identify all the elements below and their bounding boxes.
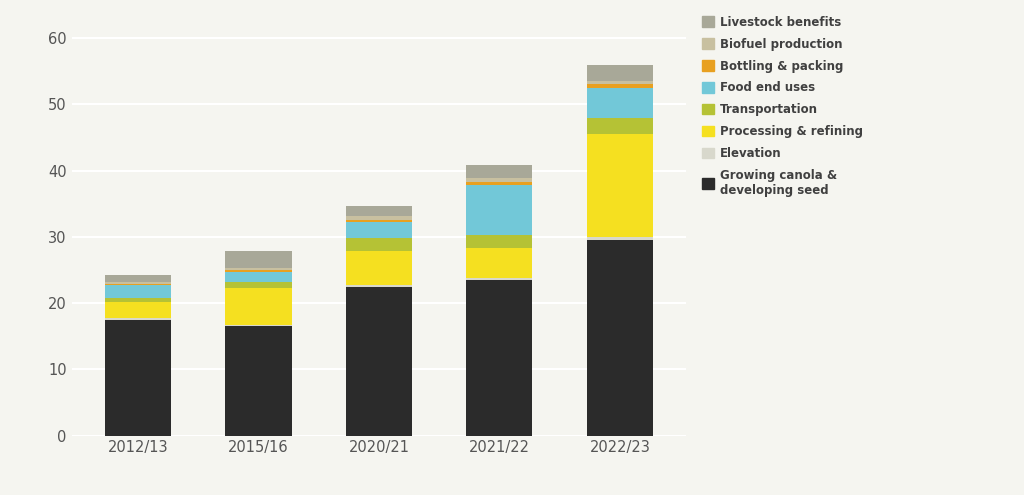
- Bar: [587, 117, 653, 134]
- Bar: [466, 179, 532, 182]
- Bar: [225, 289, 292, 325]
- Bar: [104, 282, 171, 284]
- Bar: [225, 282, 292, 289]
- Bar: [225, 270, 292, 272]
- Bar: [587, 84, 653, 88]
- Bar: [225, 326, 292, 436]
- Legend: Livestock benefits, Biofuel production, Bottling & packing, Food end uses, Trans: Livestock benefits, Biofuel production, …: [702, 16, 863, 197]
- Bar: [587, 237, 653, 240]
- Bar: [346, 251, 412, 285]
- Bar: [466, 235, 532, 248]
- Bar: [104, 298, 171, 302]
- Bar: [225, 272, 292, 282]
- Bar: [466, 185, 532, 235]
- Bar: [346, 216, 412, 220]
- Bar: [346, 285, 412, 287]
- Bar: [104, 275, 171, 282]
- Bar: [104, 302, 171, 318]
- Bar: [104, 318, 171, 320]
- Bar: [104, 320, 171, 436]
- Bar: [346, 287, 412, 436]
- Bar: [104, 284, 171, 285]
- Bar: [346, 220, 412, 222]
- Bar: [587, 64, 653, 81]
- Bar: [587, 240, 653, 436]
- Bar: [225, 325, 292, 326]
- Bar: [104, 285, 171, 298]
- Bar: [346, 238, 412, 251]
- Bar: [587, 88, 653, 117]
- Bar: [346, 206, 412, 216]
- Bar: [225, 268, 292, 270]
- Bar: [466, 165, 532, 179]
- Bar: [587, 81, 653, 84]
- Bar: [466, 248, 532, 278]
- Bar: [466, 182, 532, 185]
- Bar: [346, 222, 412, 238]
- Bar: [466, 278, 532, 280]
- Bar: [466, 280, 532, 436]
- Bar: [587, 134, 653, 237]
- Bar: [225, 251, 292, 268]
